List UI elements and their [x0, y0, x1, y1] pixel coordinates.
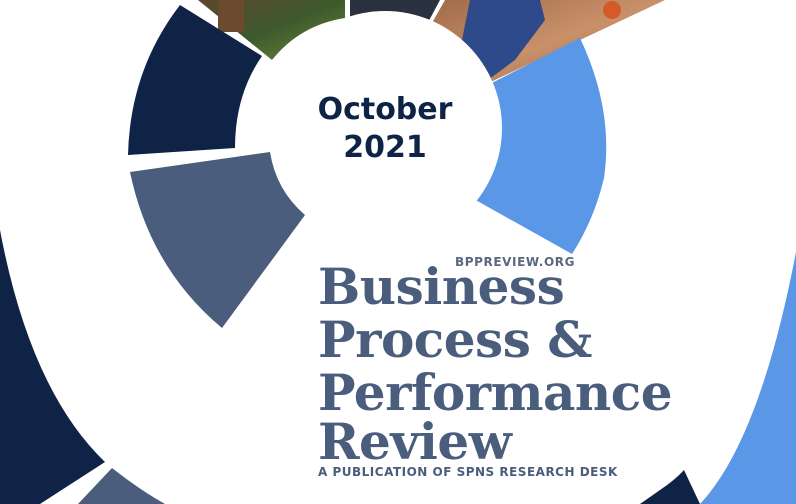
inner-ring-slate-segment [130, 152, 305, 328]
title-line-4: Review [318, 412, 512, 471]
tree-trunk [218, 0, 244, 32]
issue-year: 2021 [343, 130, 427, 165]
title-line-2: Process & [318, 310, 592, 369]
outer-ring-blue-segment [700, 252, 796, 504]
worker-figure [462, 0, 545, 80]
center-disc [268, 11, 502, 245]
publisher-tagline: A PUBLICATION OF SPNS RESEARCH DESK [318, 465, 618, 479]
inner-ring-navy-segment [128, 5, 262, 155]
website-url[interactable]: BPPREVIEW.ORG [455, 255, 576, 269]
outer-ring-navy-corner [640, 470, 700, 504]
worker-glove [603, 1, 621, 19]
title-line-3: Performance [318, 363, 673, 422]
outer-ring-slate-segment [78, 468, 165, 504]
issue-month: October [317, 92, 453, 127]
inner-ring-blue-segment [472, 38, 607, 254]
outer-ring-navy-segment [0, 230, 105, 504]
title-line-1: Business [318, 257, 565, 316]
